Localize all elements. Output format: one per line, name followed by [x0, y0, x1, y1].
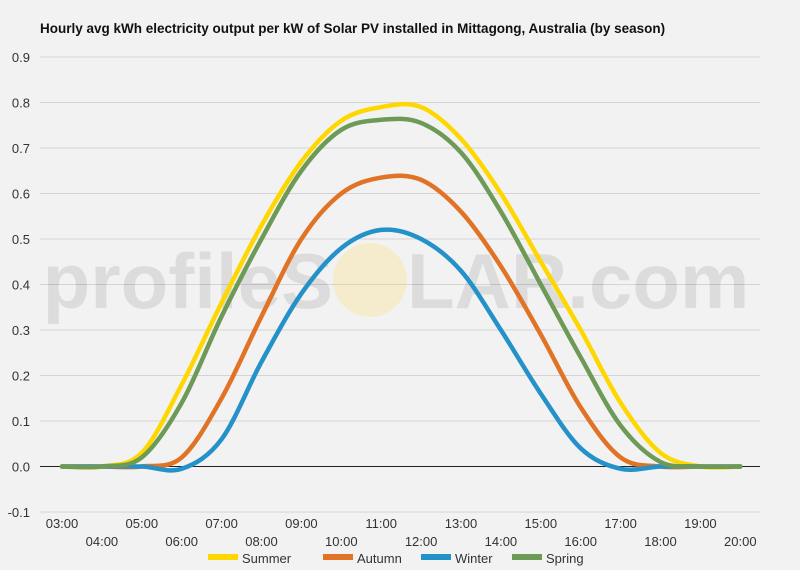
legend-item-autumn[interactable]: Autumn	[323, 551, 402, 566]
y-tick-label: 0.5	[12, 232, 30, 247]
legend-item-summer[interactable]: Summer	[208, 551, 292, 566]
watermark-sun-icon	[333, 243, 407, 317]
y-tick-label: 0.8	[12, 96, 30, 111]
x-tick-label: 13:00	[445, 516, 478, 531]
legend-label: Spring	[546, 551, 584, 566]
legend-label: Winter	[455, 551, 493, 566]
x-tick-label: 09:00	[285, 516, 318, 531]
legend-swatch	[208, 554, 238, 560]
x-tick-label: 11:00	[365, 516, 397, 531]
x-tick-label: 08:00	[245, 534, 278, 549]
watermark-text-right: LAR.com	[407, 237, 749, 325]
chart-title: Hourly avg kWh electricity output per kW…	[40, 21, 665, 36]
legend-item-winter[interactable]: Winter	[421, 551, 493, 566]
x-tick-label: 12:00	[405, 534, 438, 549]
legend-label: Summer	[242, 551, 292, 566]
y-tick-label: 0.3	[12, 323, 30, 338]
y-tick-label: 0.2	[12, 369, 30, 384]
x-tick-label: 06:00	[165, 534, 198, 549]
watermark: profileS LAR.com	[43, 237, 750, 325]
x-axis: 03:00 04:00 05:00 06:00 07:00 08:00 09:00 10:00…	[46, 516, 757, 549]
legend-label: Autumn	[357, 551, 402, 566]
y-tick-label: 0.7	[12, 141, 30, 156]
series-line-spring	[59, 116, 743, 470]
x-tick-label: 15:00	[525, 516, 558, 531]
x-tick-label: 03:00	[46, 516, 79, 531]
x-tick-label: 16:00	[564, 534, 597, 549]
y-tick-label: 0.1	[12, 414, 30, 429]
legend-item-spring[interactable]: Spring	[512, 551, 584, 566]
x-tick-label: 17:00	[604, 516, 637, 531]
x-tick-label: 14:00	[485, 534, 518, 549]
series-line-autumn	[59, 173, 743, 470]
y-axis: -0.1 0.0 0.1 0.2 0.3 0.4 0.5 0.6 0.7 0.8 0.9	[8, 50, 30, 520]
legend-swatch	[512, 554, 542, 560]
legend-swatch	[421, 554, 451, 560]
legend: Summer Autumn Winter Spring	[208, 551, 584, 566]
y-tick-label: 0.4	[12, 278, 30, 293]
x-tick-label: 07:00	[205, 516, 238, 531]
y-tick-label: 0.6	[12, 187, 30, 202]
x-tick-label: 04:00	[86, 534, 119, 549]
watermark-text-left: profileS	[43, 237, 333, 325]
series-line-summer	[59, 101, 743, 470]
y-tick-label: 0.9	[12, 50, 30, 65]
series-line-winter	[59, 227, 743, 473]
y-tick-label: 0.0	[12, 460, 30, 475]
x-tick-label: 18:00	[644, 534, 677, 549]
x-tick-label: 19:00	[684, 516, 717, 531]
x-tick-label: 05:00	[126, 516, 159, 531]
x-tick-label: 10:00	[325, 534, 358, 549]
x-tick-label: 20:00	[724, 534, 757, 549]
legend-swatch	[323, 554, 353, 560]
series-lines	[59, 101, 743, 473]
y-tick-label: -0.1	[8, 505, 30, 520]
